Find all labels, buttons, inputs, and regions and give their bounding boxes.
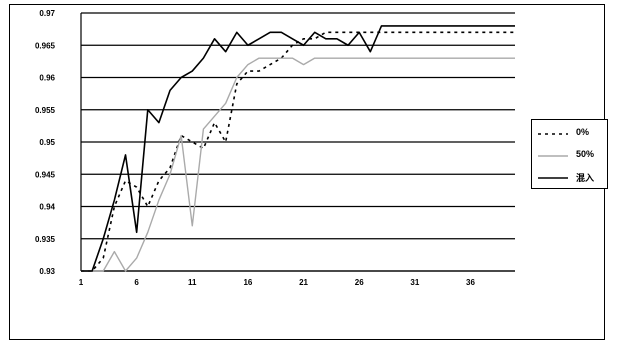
- x-tick-label-6: 31: [410, 278, 419, 287]
- legend-item-2: 混入: [536, 170, 606, 186]
- y-tick-label-1: 0.935: [35, 235, 56, 244]
- legend-swatch-2: [538, 177, 568, 179]
- line-chart: 0.93 0.935 0.94 0.945 0.95 0.955 0.96 0.965 0.97…: [35, 9, 515, 287]
- y-tick-labels: 0.93 0.935 0.94 0.945 0.95 0.955 0.96 0.965 0.97: [35, 9, 56, 276]
- series-line-1: [81, 57, 515, 272]
- legend: 0% 50% 混入: [531, 119, 608, 189]
- y-tick-label-5: 0.955: [35, 106, 56, 115]
- x-tick-label-7: 36: [466, 278, 475, 287]
- x-tick-label-0: 1: [79, 278, 84, 287]
- y-tick-label-8: 0.97: [39, 9, 55, 18]
- y-tick-label-4: 0.95: [39, 138, 55, 147]
- gridlines: [81, 12, 515, 272]
- x-tick-label-4: 21: [299, 278, 308, 287]
- y-tick-label-6: 0.96: [39, 74, 55, 83]
- legend-item-0: 0%: [536, 126, 606, 142]
- series-lines: [81, 25, 515, 272]
- x-tick-label-1: 6: [134, 278, 139, 287]
- x-tick-label-5: 26: [355, 278, 364, 287]
- x-tick-label-3: 16: [243, 278, 252, 287]
- y-tick-label-2: 0.94: [39, 203, 55, 212]
- legend-item-1: 50%: [536, 148, 606, 164]
- legend-swatch-1: [538, 155, 568, 157]
- legend-label-1: 50%: [576, 149, 595, 159]
- x-tick-label-2: 11: [188, 278, 197, 287]
- x-tick-labels: 1 6 11 16 21 26 31 36: [79, 278, 476, 287]
- y-tick-label-0: 0.93: [39, 267, 55, 276]
- legend-label-2: 混入: [576, 173, 595, 183]
- chart-area: 0.93 0.935 0.94 0.945 0.95 0.955 0.96 0.965 0.97…: [9, 4, 608, 340]
- legend-label-0: 0%: [576, 127, 590, 137]
- legend-swatch-0: [538, 133, 568, 135]
- series-line-2: [81, 25, 515, 272]
- axes: [80, 13, 515, 272]
- y-tick-label-3: 0.945: [35, 170, 56, 179]
- y-tick-label-7: 0.965: [35, 41, 56, 50]
